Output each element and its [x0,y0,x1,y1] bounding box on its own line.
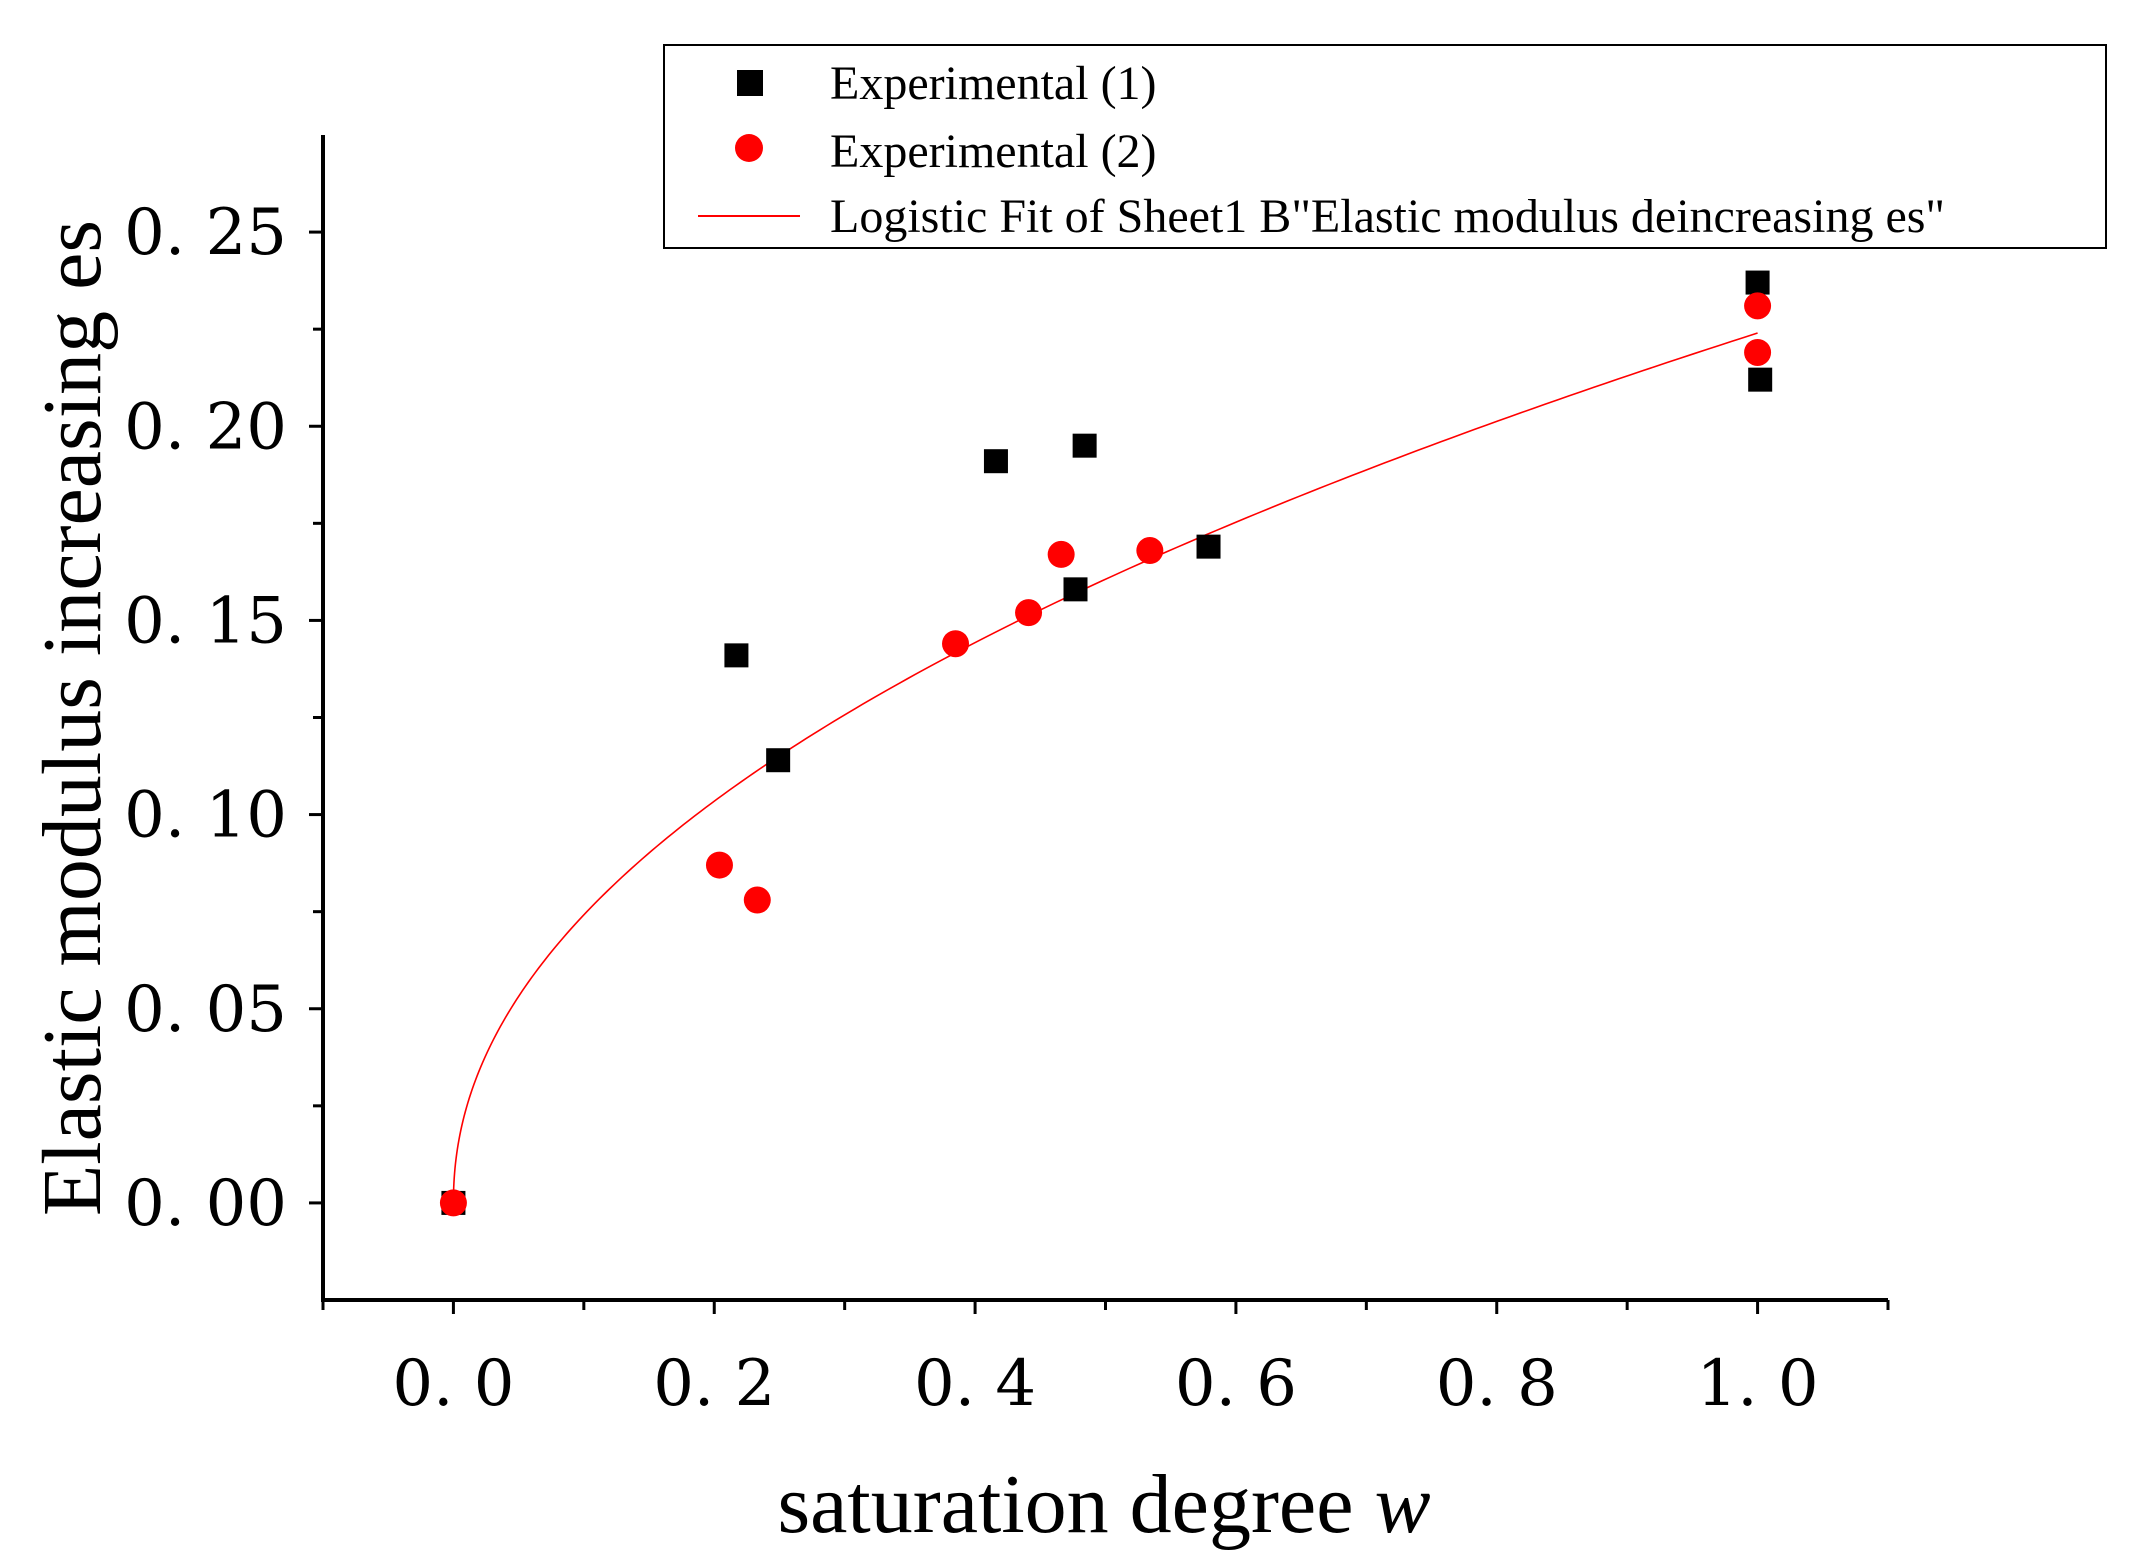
data-point-circle [1047,540,1075,568]
data-point-circle [942,630,970,658]
x-tick-label: 0. 2 [653,1347,775,1421]
legend-box [663,44,2107,249]
y-tick-label: 0. 00 [124,1167,287,1241]
x-axis-title-variable: w [1375,1458,1431,1551]
data-point-circle [1744,292,1772,320]
data-points-layer [439,270,1773,1217]
legend-marker-circle [735,134,763,162]
y-tick-label: 0. 10 [124,779,287,853]
x-axis-ticks: 0. 0 0. 2 0. 4 0. 6 0. 8 1. 0 [321,1300,1890,1421]
legend-label-fit: Logistic Fit of Sheet1 B"Elastic modulus… [830,190,1945,243]
x-tick-label: 0. 6 [1175,1347,1297,1421]
legend-label-series-2: Experimental (2) [830,125,1157,178]
fit-curve [452,332,1758,1203]
x-axis-title-text: saturation degree [777,1458,1353,1551]
y-tick-label: 0. 05 [124,973,287,1047]
data-point-circle [439,1189,467,1217]
y-tick-label: 0. 20 [124,390,287,464]
data-point-square [724,643,749,668]
data-point-circle [705,851,733,879]
x-tick-label: 1. 0 [1697,1347,1819,1421]
data-point-square [983,449,1008,474]
x-tick-label: 0. 0 [392,1347,514,1421]
y-axis-title: Elastic modulus increasing es [26,220,119,1216]
x-tick-label: 0. 4 [914,1347,1036,1421]
x-tick-label: 0. 8 [1436,1347,1558,1421]
data-point-square [766,748,791,773]
y-axis-ticks: 0. 00 0. 05 0. 10 0. 15 0. 20 0. 25 [124,196,323,1241]
data-point-circle [743,886,771,914]
data-point-square [1072,433,1097,458]
x-axis-title: saturation degree w [777,1458,1430,1551]
data-point-square [1063,577,1088,602]
legend-label-series-1: Experimental (1) [830,57,1157,110]
data-point-circle [1744,338,1772,366]
y-tick-label: 0. 15 [124,584,287,658]
data-point-circle [1015,599,1043,627]
data-point-square [1745,270,1770,295]
data-point-square [1748,367,1773,392]
legend-marker-square [737,70,763,96]
legend: Experimental (1) Experimental (2) Logist… [663,44,2107,249]
data-point-circle [1136,537,1164,565]
fit-curve-layer [452,332,1758,1203]
data-point-square [1196,534,1221,559]
y-tick-label: 0. 25 [124,196,287,270]
